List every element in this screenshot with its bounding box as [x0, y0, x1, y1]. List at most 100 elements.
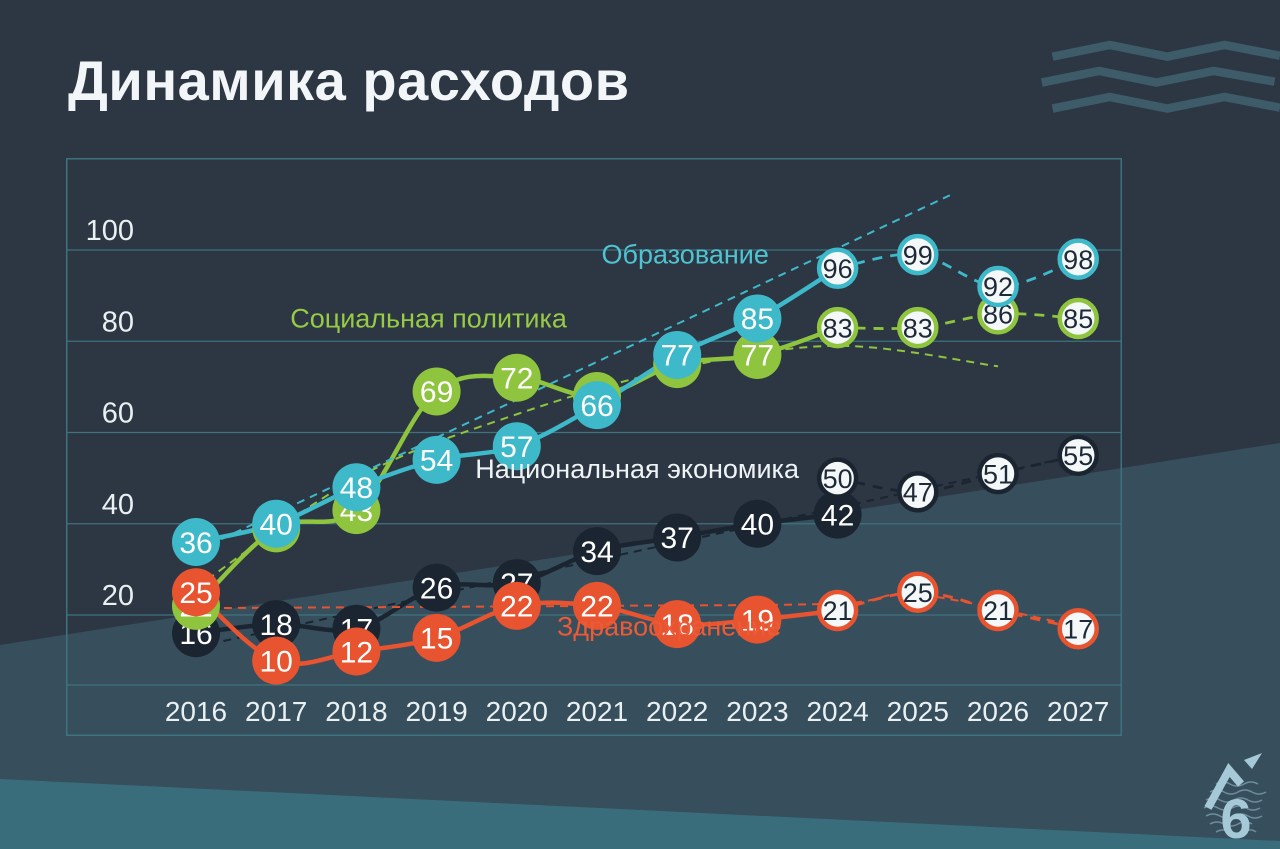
education-marker-2023 — [733, 294, 782, 343]
x-axis-tick-label: 2018 — [325, 696, 387, 727]
marker-value: 51 — [983, 459, 1013, 489]
marker-value: 66 — [580, 390, 613, 423]
education-forecast-marker-2024 — [816, 247, 859, 289]
national-economy-forecast-marker-2024 — [816, 457, 859, 499]
social-policy-forecast-marker-2027 — [1057, 297, 1099, 340]
logo: 6 — [1203, 753, 1267, 846]
marker-value: 22 — [580, 591, 613, 624]
plot-border — [66, 158, 1122, 736]
education-forecast-marker-2025 — [897, 233, 939, 276]
marker-value: 25 — [903, 578, 933, 608]
marker-value: 83 — [903, 313, 933, 343]
national-economy-marker-2019 — [412, 563, 461, 612]
education-marker-2019 — [412, 435, 461, 484]
page-title: Динамика расходов — [68, 49, 630, 112]
education-marker-2017 — [252, 499, 301, 548]
social-policy-marker-2023 — [733, 330, 782, 379]
marker-value: 26 — [420, 572, 453, 605]
marker-value: 37 — [661, 522, 694, 555]
marker-value: 12 — [340, 636, 373, 669]
marker-value: 18 — [661, 609, 694, 642]
x-axis-tick-label: 2017 — [245, 696, 307, 727]
social-policy-series-label: Социальная политика — [290, 304, 568, 334]
national-economy-forecast-marker-2025 — [897, 471, 939, 513]
national-economy-marker-2023 — [733, 499, 782, 548]
x-axis-tick-label: 2026 — [967, 696, 1029, 727]
logo-bird — [1244, 753, 1262, 769]
marker-value: 21 — [983, 596, 1013, 626]
y-axis-tick-label: 40 — [102, 489, 134, 521]
x-axis-tick-label: 2027 — [1047, 696, 1109, 727]
logo-caret — [1204, 763, 1245, 810]
healthcare-forecast-marker-2027 — [1057, 607, 1099, 650]
marker-value: 83 — [823, 313, 853, 343]
x-axis-tick-label: 2021 — [566, 696, 628, 727]
marker-value: 85 — [741, 303, 774, 336]
marker-value: 18 — [260, 609, 293, 642]
marker-value: 40 — [260, 509, 293, 542]
marker-value: 92 — [983, 272, 1013, 302]
waves-icon — [1040, 40, 1280, 113]
marker-value: 36 — [179, 527, 212, 560]
healthcare-forecast-marker-2025 — [897, 571, 939, 613]
education-series-label: Образование — [602, 240, 769, 270]
national-economy-forecast-marker-2026 — [977, 452, 1019, 495]
y-axis-tick-label: 20 — [102, 580, 134, 612]
expenses-line-chart: 100 80 60 40 20 2016 2017 2018 2019 2020 2021 2022 2… — [66, 158, 1122, 736]
national-economy-marker-2017 — [252, 600, 301, 649]
national-economy-marker-2022 — [653, 513, 702, 562]
logo-glyph: 6 — [1220, 787, 1251, 846]
healthcare-forecast-marker-2024 — [816, 589, 859, 632]
marker-value: 25 — [179, 577, 212, 610]
healthcare-marker-2019 — [412, 613, 461, 662]
marker-value: 48 — [340, 472, 373, 505]
marker-value: 77 — [661, 340, 694, 373]
social-policy-marker-2019 — [412, 367, 461, 416]
national-economy-forecast-line — [837, 453, 1079, 494]
marker-value: 55 — [1063, 441, 1093, 471]
national-economy-trend-line — [195, 454, 1079, 648]
x-axis-tick-label: 2020 — [486, 696, 548, 727]
marker-value: 15 — [420, 623, 453, 656]
national-economy-marker-2021 — [573, 527, 621, 576]
x-axis-tick-label: 2023 — [726, 696, 788, 727]
marker-value: 19 — [741, 604, 774, 637]
x-axis-tick-label: 2019 — [405, 696, 467, 727]
marker-value: 57 — [500, 431, 533, 464]
y-axis-tick-label: 80 — [102, 306, 134, 338]
marker-value: 69 — [420, 376, 453, 409]
marker-value: 34 — [580, 536, 613, 569]
marker-value: 17 — [1063, 614, 1093, 644]
marker-value: 99 — [903, 240, 933, 270]
education-marker-2021 — [573, 381, 621, 430]
marker-value: 21 — [823, 596, 853, 626]
marker-value: 96 — [823, 254, 853, 284]
x-axis-tick-label: 2025 — [887, 696, 949, 727]
marker-value: 50 — [823, 464, 853, 494]
marker-value: 22 — [500, 591, 533, 624]
education-marker-2016 — [172, 518, 220, 566]
healthcare-marker-2020 — [492, 581, 541, 630]
national-economy-series-label: Национальная экономика — [475, 454, 800, 484]
marker-value: 98 — [1063, 245, 1093, 275]
healthcare-marker-2016 — [172, 568, 220, 617]
healthcare-marker-2018 — [332, 627, 381, 676]
healthcare-marker-2023 — [733, 595, 782, 644]
social-policy-forecast-marker-2024 — [816, 306, 859, 349]
education-marker-2022 — [653, 330, 702, 379]
social-policy-forecast-marker-2025 — [897, 306, 939, 349]
national-economy-marker-2024 — [813, 490, 862, 539]
healthcare-marker-2022 — [653, 600, 702, 649]
y-axis-tick-label: 100 — [86, 215, 134, 247]
x-axis-tick-label: 2022 — [646, 696, 708, 727]
marker-value: 40 — [741, 509, 774, 542]
marker-value: 72 — [500, 363, 533, 396]
marker-value: 47 — [903, 478, 933, 508]
marker-value: 77 — [741, 340, 774, 373]
x-axis-tick-label: 2016 — [165, 696, 227, 727]
healthcare-series-label: Здравоохранение — [557, 612, 781, 642]
marker-value: 85 — [1063, 304, 1093, 334]
education-forecast-marker-2027 — [1057, 238, 1099, 280]
education-forecast-marker-2026 — [977, 265, 1019, 308]
